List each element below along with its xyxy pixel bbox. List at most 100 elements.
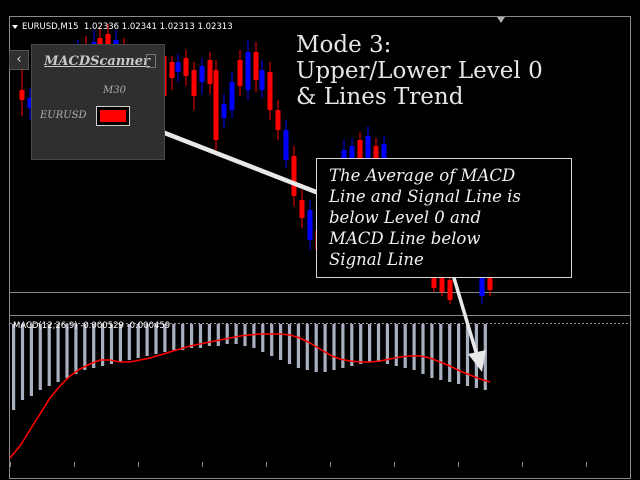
macd-histogram-bar — [154, 324, 158, 354]
bear-candle — [275, 110, 281, 130]
scanner-minimize-button[interactable] — [146, 54, 156, 68]
macd-histogram-bar — [38, 324, 42, 390]
bear-candle — [191, 70, 197, 96]
panel-hide-button[interactable]: ‹ — [9, 50, 29, 70]
macd-histogram-bar — [234, 324, 238, 344]
macd-histogram-bar — [20, 324, 25, 400]
ohlc-values: 1.02336 1.02341 1.02313 1.02313 — [83, 22, 233, 32]
macd-histogram-bar — [163, 324, 167, 352]
bear-candle — [357, 140, 363, 170]
bear-candle — [169, 62, 175, 78]
macd-histogram-bar — [12, 324, 16, 410]
bull-candle — [381, 144, 387, 170]
macd-histogram-bar — [145, 324, 149, 356]
macd-histogram-bar — [359, 324, 363, 364]
bear-candle — [19, 90, 25, 100]
macd-histogram-bar — [216, 324, 220, 346]
macd-histogram-bar — [332, 324, 336, 370]
mode-title: Mode 3: Upper/Lower Level 0 & Lines Tren… — [296, 32, 626, 110]
mode-title-line-1: Mode 3: — [296, 32, 392, 58]
bear-candle — [447, 280, 453, 300]
bull-candle — [229, 82, 235, 110]
macd-histogram-bar — [465, 324, 470, 386]
macd-histogram-bar — [136, 324, 140, 358]
macd-histogram-bar — [207, 324, 211, 346]
dropdown-triangle-icon[interactable] — [12, 24, 18, 29]
macd-histogram-bar — [92, 324, 96, 368]
signal-indicator — [100, 110, 126, 122]
bear-candle — [253, 52, 259, 80]
macd-histogram-bar — [83, 324, 87, 370]
macd-histogram-bar — [314, 324, 318, 372]
callout-line-4: MACD Line below — [329, 229, 481, 248]
bear-candle — [431, 270, 437, 288]
macd-histogram-bar — [439, 324, 443, 380]
macd-histogram-bar — [296, 324, 300, 368]
macd-histogram-bar — [448, 324, 452, 382]
macd-histogram-bar — [287, 324, 292, 364]
macd-histogram-bar — [421, 324, 425, 374]
bull-candle — [259, 70, 265, 90]
scanner-signal-cell[interactable] — [96, 106, 130, 126]
bull-candle — [479, 270, 485, 296]
chart-frame — [9, 16, 631, 479]
macd-histogram-bar — [190, 324, 194, 348]
bear-candle — [291, 156, 297, 196]
bull-candle — [283, 130, 289, 160]
chevron-left-icon: ‹ — [16, 52, 22, 67]
symbol-timeframe-label: EURUSD,M15 — [22, 22, 79, 32]
bear-candle — [267, 72, 273, 110]
macd-signal-line — [9, 333, 491, 459]
macd-histogram-bar — [225, 324, 229, 344]
bear-candle — [105, 34, 111, 50]
callout-line-1: The Average of MACD — [329, 166, 516, 185]
chart-shift-marker-icon — [497, 17, 505, 23]
callout-line-3: below Level 0 and — [329, 208, 482, 227]
explanation-callout: The Average of MACD Line and Signal Line… — [316, 158, 572, 278]
macd-histogram-bar — [198, 324, 203, 348]
bear-candle — [237, 60, 243, 86]
arrow-to-macd-head-icon — [468, 350, 486, 372]
scanner-title: MACDScanner — [44, 54, 150, 69]
mode-title-line-2: Upper/Lower Level 0 — [296, 58, 543, 84]
scanner-symbol-label: EURUSD — [40, 110, 87, 121]
arrow-to-scanner-shaft — [149, 125, 319, 195]
macd-histogram-bar — [270, 324, 274, 356]
bull-candle — [245, 52, 251, 90]
macd-histogram-bar — [181, 324, 185, 350]
bull-candle — [199, 66, 205, 82]
macd-scanner-panel[interactable]: MACDScanner M30 EURUSD — [31, 44, 165, 160]
bear-candle — [213, 70, 219, 140]
macd-histogram-bar — [127, 324, 131, 360]
macd-indicator-label: MACD(12,26,9) -0.000529 -0.000459 — [13, 321, 171, 331]
scanner-timeframe-header: M30 — [103, 85, 126, 96]
macd-histogram-bar — [323, 324, 327, 372]
macd-histogram-bar — [394, 324, 398, 366]
bull-candle — [27, 98, 33, 108]
macd-histogram-bar — [279, 324, 283, 360]
macd-histogram-bar — [65, 324, 69, 378]
macd-histogram-bar — [305, 324, 309, 370]
macd-histogram-bar — [403, 324, 407, 368]
arrow-to-macd-shaft — [452, 276, 478, 354]
bear-candle — [183, 58, 189, 76]
mode-title-line-3: & Lines Trend — [296, 84, 464, 110]
macd-histogram-bar — [412, 324, 416, 370]
bear-candle — [299, 200, 305, 218]
macd-histogram-bar — [56, 324, 60, 382]
bear-candle — [207, 60, 213, 84]
macd-histogram-bar — [101, 324, 105, 366]
macd-histogram-bar — [385, 324, 389, 364]
macd-histogram-bar — [368, 324, 372, 362]
macd-histogram-bar — [341, 324, 345, 368]
bear-candle — [373, 146, 379, 162]
bear-candle — [487, 274, 493, 290]
macd-histogram-bar — [29, 324, 33, 396]
macd-histogram-bar — [483, 324, 487, 390]
macd-histogram-bar — [252, 324, 256, 348]
bull-candle — [175, 62, 181, 72]
macd-histogram-bar — [47, 324, 51, 386]
macd-histogram-bar — [74, 324, 78, 374]
macd-histogram-bar — [172, 324, 176, 350]
